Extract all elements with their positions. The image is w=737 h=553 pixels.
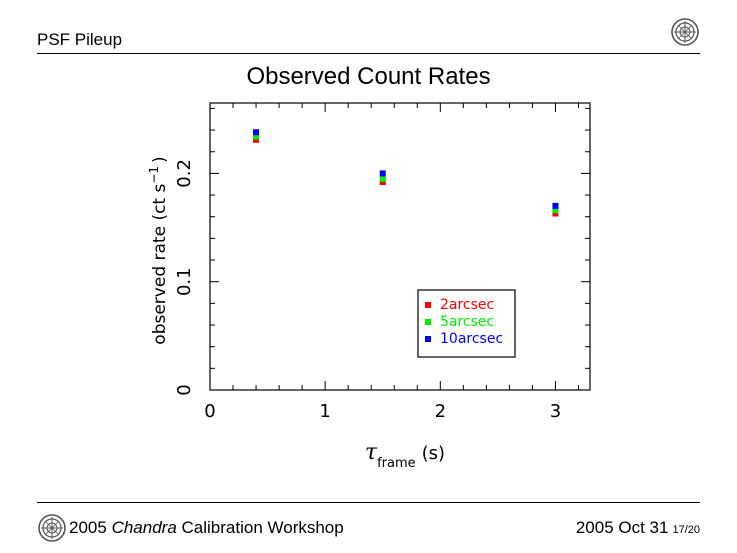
- header-divider: [37, 53, 700, 54]
- legend-label-10arcsec: 10arcsec: [440, 331, 503, 347]
- legend-marker-5arcsec: [425, 319, 431, 325]
- legend-label-5arcsec: 5arcsec: [440, 314, 494, 330]
- legend-box: [417, 289, 516, 358]
- footer-divider: [37, 502, 700, 503]
- y-axis-label-text: observed rate (ct s: [150, 184, 170, 345]
- x-axis-label-unit: (s): [422, 443, 445, 464]
- x-tick-label: 2: [435, 401, 446, 422]
- plot-frame: [209, 102, 591, 391]
- legend-marker-2arcsec: [425, 302, 431, 308]
- cxc-logo-icon: [38, 514, 66, 542]
- footer-date: 2005 Oct 31: [575, 518, 669, 537]
- legend-marker-10arcsec: [425, 336, 431, 342]
- x-axis-label-subscript: frame: [377, 456, 416, 471]
- x-tick-label: 1: [319, 401, 330, 422]
- y-axis-label: observed rate (ct s−1): [147, 156, 170, 344]
- page-number: 17/20: [672, 524, 700, 536]
- data-point-2arcsec: [552, 210, 559, 217]
- footer-date-page: 2005 Oct 31 17/20: [576, 518, 700, 538]
- x-tick-label: 3: [550, 401, 561, 422]
- x-axis-label: τframe (s): [365, 440, 445, 471]
- footer-workshop: 2005 Chandra Calibration Workshop: [69, 518, 344, 538]
- y-axis-label-close: ): [150, 156, 170, 163]
- data-point-2arcsec: [253, 136, 260, 143]
- x-tick-label: 0: [204, 401, 215, 422]
- data-point-10arcsec: [253, 129, 260, 136]
- slide-title: Observed Count Rates: [246, 63, 491, 90]
- cxc-logo-icon: [671, 18, 699, 46]
- x-axis-label-symbol: τ: [365, 440, 378, 465]
- data-point-5arcsec: [253, 133, 260, 140]
- footer-chandra: Chandra: [111, 518, 177, 537]
- footer-year: 2005: [69, 518, 107, 537]
- legend-label-2arcsec: 2arcsec: [440, 297, 494, 313]
- header-title: PSF Pileup: [37, 30, 123, 49]
- footer-workshop-name: Calibration Workshop: [181, 518, 344, 537]
- data-point-5arcsec: [552, 207, 559, 214]
- y-tick-label: 0.1: [174, 267, 195, 296]
- y-tick-label: 0: [174, 384, 195, 395]
- y-tick-label: 0.2: [174, 159, 195, 188]
- data-point-10arcsec: [379, 170, 386, 177]
- data-point-5arcsec: [379, 175, 386, 182]
- data-point-10arcsec: [552, 202, 559, 209]
- data-point-2arcsec: [379, 179, 386, 186]
- y-axis-label-superscript: −1: [147, 166, 161, 184]
